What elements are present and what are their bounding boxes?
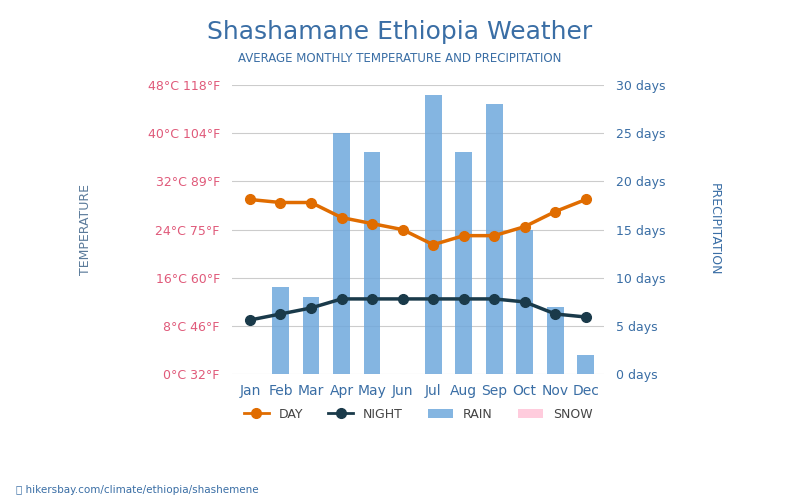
Bar xyxy=(364,152,381,374)
Bar xyxy=(302,297,319,374)
Bar xyxy=(516,230,533,374)
Y-axis label: PRECIPITATION: PRECIPITATION xyxy=(708,184,721,276)
Bar xyxy=(547,307,564,374)
Text: AVERAGE MONTHLY TEMPERATURE AND PRECIPITATION: AVERAGE MONTHLY TEMPERATURE AND PRECIPIT… xyxy=(238,52,562,66)
Bar xyxy=(272,288,289,374)
Bar xyxy=(455,152,472,374)
Text: 📍 hikersbay.com/climate/ethiopia/shashemene: 📍 hikersbay.com/climate/ethiopia/shashem… xyxy=(16,485,258,495)
Y-axis label: TEMPERATURE: TEMPERATURE xyxy=(79,184,92,275)
Bar xyxy=(578,355,594,374)
Bar xyxy=(486,104,502,374)
Bar xyxy=(333,133,350,374)
Legend: DAY, NIGHT, RAIN, SNOW: DAY, NIGHT, RAIN, SNOW xyxy=(238,403,598,426)
Bar xyxy=(425,94,442,374)
Text: Shashamane Ethiopia Weather: Shashamane Ethiopia Weather xyxy=(207,20,593,44)
